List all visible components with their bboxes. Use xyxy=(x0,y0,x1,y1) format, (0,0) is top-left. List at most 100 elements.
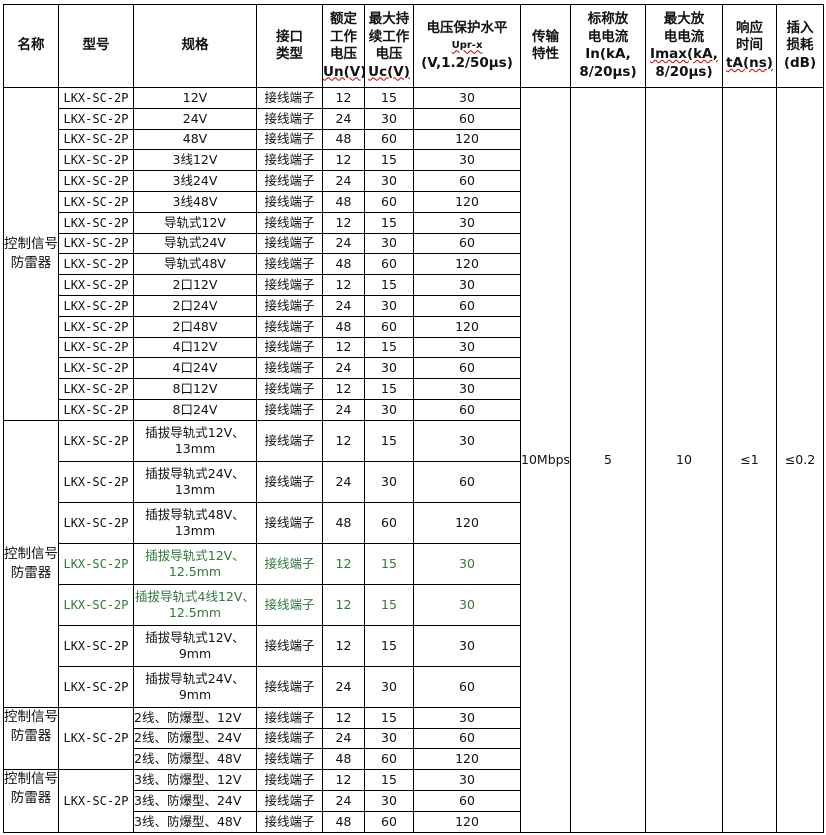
uc-cell: 15 xyxy=(364,87,414,109)
uc-cell: 15 xyxy=(364,274,414,296)
table-row: 控制信号防雷器 LKX-SC-2P 插拔导轨式12V、13mm 接线端子 12 15 30 xyxy=(3,419,824,708)
up-cell: 120 xyxy=(413,748,521,771)
uc-cell: 15 xyxy=(364,211,414,234)
up-cell: 120 xyxy=(413,128,521,151)
uc-cell: 60 xyxy=(364,501,414,544)
interface-cell: 接线端子 xyxy=(256,378,323,400)
model-cell: LKX-SC-2P xyxy=(58,460,134,503)
up-cell: 60 xyxy=(413,727,521,750)
interface-cell: 接线端子 xyxy=(256,315,323,338)
up-cell: 30 xyxy=(413,624,521,667)
up-cell: 60 xyxy=(413,357,521,380)
interface-cell: 接线端子 xyxy=(256,253,323,276)
interface-cell: 接线端子 xyxy=(256,398,323,421)
spec-cell: 3线、防爆型、48V xyxy=(133,810,257,833)
interface-cell: 接线端子 xyxy=(256,232,323,255)
header-in-unit1: In(kA, xyxy=(585,46,631,62)
table-row: 控制信号防雷器 LKX-SC-2P 2线、防爆型、12V 接线端子 12 15 30 xyxy=(3,706,824,771)
un-cell: 12 xyxy=(322,274,365,296)
uc-cell: 60 xyxy=(364,315,414,338)
spec-cell: 3线、防爆型、12V xyxy=(133,769,257,791)
uc-cell: 30 xyxy=(364,232,414,255)
un-cell: 24 xyxy=(322,789,365,812)
interface-cell: 接线端子 xyxy=(256,336,323,359)
interface-cell: 接线端子 xyxy=(256,170,323,192)
up-cell: 60 xyxy=(413,294,521,317)
header-model: 型号 xyxy=(58,4,134,88)
spec-cell: 插拔导轨式12V、12.5mm xyxy=(133,542,257,585)
un-cell: 12 xyxy=(322,583,365,626)
up-cell: 60 xyxy=(413,789,521,812)
spec-cell: 4口24V xyxy=(133,357,257,380)
uc-cell: 15 xyxy=(364,542,414,585)
up-cell: 60 xyxy=(413,232,521,255)
header-in-text: 标称放电电流 xyxy=(587,11,629,45)
header-loss: 插入损耗 (dB) xyxy=(776,4,824,88)
table-row: 2线、防爆型、48V 接线端子 48 60 120 xyxy=(4,748,824,771)
header-up: 电压保护水平 Upr-x (V,1.2/50μs) xyxy=(413,4,521,88)
interface-cell: 接线端子 xyxy=(256,583,323,626)
up-cell: 30 xyxy=(413,336,521,359)
header-loss-text: 插入损耗 xyxy=(786,19,814,54)
header-up-symbol: Upr-x xyxy=(451,40,483,52)
up-cell: 30 xyxy=(413,87,521,109)
interface-cell: 接线端子 xyxy=(256,128,323,151)
un-cell: 48 xyxy=(322,315,365,338)
up-cell: 30 xyxy=(413,419,521,462)
interface-cell: 接线端子 xyxy=(256,748,323,771)
uc-cell: 15 xyxy=(364,378,414,400)
spec-cell: 8口24V xyxy=(133,398,257,421)
table-row: LKX-SC-2P 插拔导轨式48V、13mm 接线端子 48 60 120 xyxy=(4,501,824,544)
spec-cell: 2线、防爆型、48V xyxy=(133,748,257,771)
spec-cell: 3线24V xyxy=(133,170,257,192)
interface-cell: 接线端子 xyxy=(256,624,323,667)
header-up-text: 电压保护水平 xyxy=(426,19,508,36)
uc-cell: 30 xyxy=(364,460,414,503)
table-row: LKX-SC-2P 8口24V 接线端子 24 30 60 xyxy=(4,398,824,421)
header-trans: 传输特性 xyxy=(520,4,571,88)
model-cell: LKX-SC-2P xyxy=(58,542,134,585)
un-cell: 12 xyxy=(322,211,365,234)
un-cell: 12 xyxy=(322,378,365,400)
header-imax: 最大放电电流 Imax(kA, 8/20μs) xyxy=(645,4,723,88)
interface-cell: 接线端子 xyxy=(256,706,323,729)
un-cell: 24 xyxy=(322,398,365,421)
interface-cell: 接线端子 xyxy=(256,149,323,172)
model-cell: LKX-SC-2P xyxy=(58,294,134,317)
model-cell: LKX-SC-2P xyxy=(58,274,134,296)
uc-cell: 15 xyxy=(364,419,414,462)
uc-cell: 30 xyxy=(364,665,414,708)
model-cell: LKX-SC-2P xyxy=(58,501,134,544)
un-cell: 12 xyxy=(322,336,365,359)
uc-cell: 60 xyxy=(364,128,414,151)
uc-cell: 30 xyxy=(364,294,414,317)
spec-cell: 导轨式48V xyxy=(133,253,257,276)
interface-cell: 接线端子 xyxy=(256,727,323,750)
header-imax-unit1: Imax(kA, xyxy=(650,46,718,62)
table-row: LKX-SC-2P 4口24V 接线端子 24 30 60 xyxy=(4,357,824,380)
uc-cell: 60 xyxy=(364,190,414,213)
un-cell: 24 xyxy=(322,665,365,708)
up-cell: 120 xyxy=(413,501,521,544)
up-cell: 120 xyxy=(413,253,521,276)
interface-cell: 接线端子 xyxy=(256,357,323,380)
interface-cell: 接线端子 xyxy=(256,190,323,213)
header-trans-text: 传输特性 xyxy=(532,28,559,63)
un-cell: 48 xyxy=(322,190,365,213)
model-cell: LKX-SC-2P xyxy=(58,211,134,234)
header-un-text: 额定工作电压 xyxy=(330,11,357,62)
header-ta-text: 响应时间 xyxy=(736,19,763,54)
spec-cell: 插拔导轨式12V、9mm xyxy=(133,624,257,667)
uc-cell: 15 xyxy=(364,336,414,359)
interface-cell: 接线端子 xyxy=(256,501,323,544)
model-cell: LKX-SC-2P xyxy=(58,190,134,213)
trans-shared-cell: 10Mbps xyxy=(520,87,571,833)
table-row: LKX-SC-2P 插拔导轨式12V、9mm 接线端子 12 15 30 xyxy=(4,624,824,667)
interface-cell: 接线端子 xyxy=(256,211,323,234)
uc-cell: 60 xyxy=(364,748,414,771)
model-cell: LKX-SC-2P xyxy=(58,87,134,109)
up-cell: 120 xyxy=(413,315,521,338)
uc-cell: 15 xyxy=(364,624,414,667)
header-up-unit: (V,1.2/50μs) xyxy=(421,54,513,71)
header-loss-unit: (dB) xyxy=(783,54,817,71)
